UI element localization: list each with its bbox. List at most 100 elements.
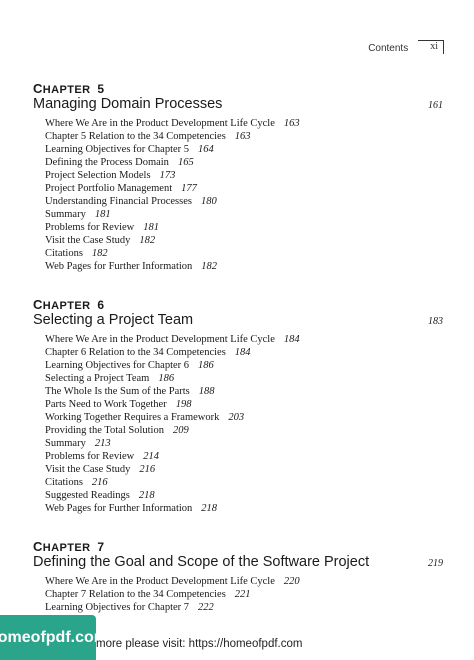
toc-entry[interactable]: Defining the Process Domain 165 — [45, 156, 443, 169]
toc-entry[interactable]: Web Pages for Further Information 218 — [45, 502, 443, 515]
toc-entry-page: 177 — [181, 183, 197, 194]
toc-entry[interactable]: Project Selection Models 173 — [45, 169, 443, 182]
toc-entry[interactable]: Learning Objectives for Chapter 5 164 — [45, 143, 443, 156]
toc-entry[interactable]: Suggested Readings 218 — [45, 489, 443, 502]
toc-entry-title: Chapter 5 Relation to the 34 Competencie… — [45, 131, 226, 142]
toc-entry-title: Citations — [45, 477, 83, 488]
toc-entry-title: Chapter 6 Relation to the 34 Competencie… — [45, 347, 226, 358]
toc-entry-page: 188 — [198, 386, 215, 397]
toc-entry[interactable]: Citations 216 — [45, 476, 443, 489]
running-header: Contents xi — [368, 38, 444, 54]
toc-entry-page: 221 — [234, 589, 251, 600]
toc-entry-title: Chapter 7 Relation to the 34 Competencie… — [45, 589, 226, 600]
toc-entry-title: Web Pages for Further Information — [45, 261, 193, 272]
toc-entry-page: 182 — [91, 248, 108, 259]
toc-entry-title: Citations — [45, 248, 83, 259]
toc-entry[interactable]: Understanding Financial Processes 180 — [45, 195, 443, 208]
chapter-title[interactable]: Selecting a Project Team 183 — [33, 311, 443, 329]
toc-entry-title: Visit the Case Study — [45, 235, 131, 246]
chapter-label: CHAPTER 7 — [33, 539, 105, 554]
toc-entry-page: 214 — [143, 451, 159, 462]
chapter-5-section: CHAPTER 5 Managing Domain Processes 161 Wher… — [33, 82, 443, 273]
toc-entry-page: 163 — [283, 118, 300, 129]
toc-entry[interactable]: Summary 213 — [45, 437, 443, 450]
toc-entry-page: 209 — [172, 425, 189, 436]
toc-entry[interactable]: Working Together Requires a Framework 203 — [45, 411, 443, 424]
chapter-page-number: 183 — [428, 316, 443, 327]
toc-entry-title: Suggested Readings — [45, 490, 130, 501]
chapter-label: CHAPTER 5 — [33, 81, 105, 96]
page-number: xi — [430, 40, 444, 54]
toc-entry[interactable]: Chapter 6 Relation to the 34 Competencie… — [45, 346, 443, 359]
toc-entry-page: 184 — [234, 347, 251, 358]
toc-entry[interactable]: Citations 182 — [45, 247, 443, 260]
toc-entry[interactable]: Visit the Case Study 182 — [45, 234, 443, 247]
toc-entry-page: 164 — [198, 144, 214, 155]
toc-entry-title: Project Selection Models — [45, 170, 151, 181]
toc-entry-title: Summary — [45, 209, 86, 220]
toc-entry[interactable]: Project Portfolio Management 177 — [45, 182, 443, 195]
toc-entry-page: 182 — [201, 261, 218, 272]
toc-entry-page: 198 — [175, 399, 192, 410]
chapter-label: CHAPTER 6 — [33, 297, 105, 312]
toc-entry-page: 216 — [91, 477, 108, 488]
toc-entry-title: Summary — [45, 438, 86, 449]
toc-entry-page: 220 — [283, 576, 300, 587]
toc-entry-title: Where We Are in the Product Development … — [45, 576, 275, 587]
toc-entry[interactable]: Parts Need to Work Together 198 — [45, 398, 443, 411]
chapter-number: 6 — [97, 298, 105, 312]
toc-entry-page: 213 — [94, 438, 111, 449]
toc-entry-page: 216 — [139, 464, 156, 475]
toc-entry[interactable]: Where We Are in the Product Development … — [45, 333, 443, 346]
toc-entry[interactable]: Problems for Review 214 — [45, 450, 443, 463]
toc-entry-title: Project Portfolio Management — [45, 183, 173, 194]
toc-entry[interactable]: Where We Are in the Product Development … — [45, 117, 443, 130]
toc-entry-title: Providing the Total Solution — [45, 425, 164, 436]
homeofpdf-logo[interactable]: homeofpdf.com — [0, 615, 108, 660]
toc-entry[interactable]: Learning Objectives for Chapter 7 222 — [45, 601, 443, 614]
toc-entry-title: Where We Are in the Product Development … — [45, 334, 275, 345]
toc-entry-title: Where We Are in the Product Development … — [45, 118, 275, 129]
toc-entry[interactable]: Chapter 5 Relation to the 34 Competencie… — [45, 130, 443, 143]
toc-entry[interactable]: Problems for Review 181 — [45, 221, 443, 234]
toc-entry-title: Learning Objectives for Chapter 5 — [45, 144, 190, 155]
toc-entry-title: Problems for Review — [45, 451, 135, 462]
toc-entry-page: 186 — [198, 360, 214, 371]
toc-entry-page: 203 — [228, 412, 245, 423]
toc-entry-title: Visit the Case Study — [45, 464, 131, 475]
chapter-entries: Where We Are in the Product Development … — [45, 575, 443, 614]
toc-entry[interactable]: Visit the Case Study 216 — [45, 463, 443, 476]
toc-entry-page: 173 — [159, 170, 176, 181]
toc-entry-page: 163 — [234, 131, 251, 142]
chapter-title[interactable]: Managing Domain Processes 161 — [33, 95, 443, 113]
ad-link-text[interactable]: more please visit: https://homeofpdf.com — [96, 638, 303, 650]
toc-entry-page: 165 — [177, 157, 194, 168]
chapter-entries: Where We Are in the Product Development … — [45, 333, 443, 515]
toc-entry[interactable]: Web Pages for Further Information 182 — [45, 260, 443, 273]
toc-entry-page: 182 — [139, 235, 156, 246]
chapter-6-section: CHAPTER 6 Selecting a Project Team 183 Where… — [33, 298, 443, 515]
toc-entry-title: Selecting a Project Team — [45, 373, 150, 384]
chapter-number: 5 — [97, 82, 105, 96]
toc-entry-page: 222 — [198, 602, 214, 613]
toc-entry[interactable]: Providing the Total Solution 209 — [45, 424, 443, 437]
toc-entry-title: Working Together Requires a Framework — [45, 412, 220, 423]
toc-entry-title: Parts Need to Work Together — [45, 399, 167, 410]
toc-entry[interactable]: Selecting a Project Team 186 — [45, 372, 443, 385]
toc-entry[interactable]: Chapter 7 Relation to the 34 Competencie… — [45, 588, 443, 601]
toc-entry-title: Learning Objectives for Chapter 6 — [45, 360, 190, 371]
toc-entry[interactable]: Learning Objectives for Chapter 6 186 — [45, 359, 443, 372]
toc-entry-title: The Whole Is the Sum of the Parts — [45, 386, 190, 397]
toc-entry-page: 218 — [201, 503, 218, 514]
chapter-entries: Where We Are in the Product Development … — [45, 117, 443, 273]
chapter-title[interactable]: Defining the Goal and Scope of the Softw… — [33, 553, 443, 571]
toc-entry[interactable]: Summary 181 — [45, 208, 443, 221]
toc-entry-page: 218 — [138, 490, 155, 501]
header-rule — [418, 40, 444, 41]
toc-entry[interactable]: The Whole Is the Sum of the Parts 188 — [45, 385, 443, 398]
toc-entry-title: Web Pages for Further Information — [45, 503, 193, 514]
chapter-number: 7 — [97, 540, 105, 554]
toc-entry-title: Understanding Financial Processes — [45, 196, 192, 207]
toc-entry[interactable]: Where We Are in the Product Development … — [45, 575, 443, 588]
chapter-page-number: 161 — [428, 100, 443, 111]
